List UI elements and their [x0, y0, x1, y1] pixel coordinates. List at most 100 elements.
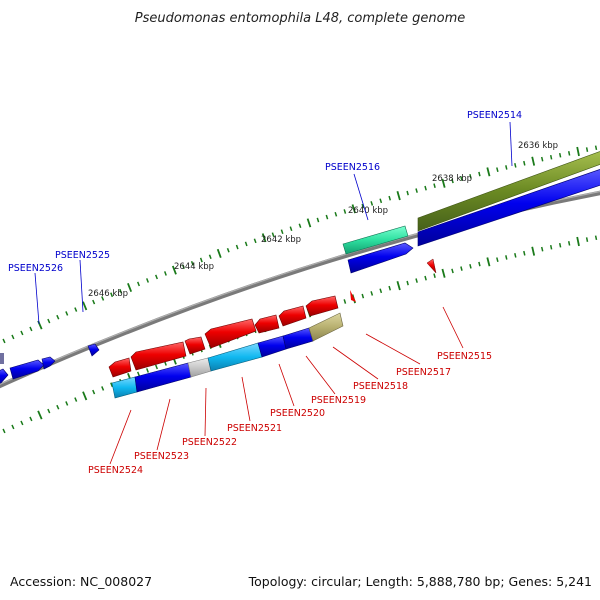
- lower-scale-tick: [20, 420, 24, 426]
- lower-scale-tick: [361, 293, 365, 299]
- upper-scale-tick: [486, 167, 491, 177]
- upper-scale-tick: [334, 211, 338, 217]
- upper-scale-tick: [110, 292, 114, 298]
- lower-scale-tick: [370, 291, 374, 296]
- lower-scale-tick: [110, 382, 114, 388]
- gene-small-arrow[interactable]: [87, 343, 100, 357]
- label-pseen2526[interactable]: PSEEN2526: [8, 263, 63, 274]
- gene-pseen2520-blue[interactable]: [257, 335, 287, 358]
- lower-scale-tick: [146, 368, 149, 373]
- upper-scale-tick: [576, 146, 580, 157]
- lower-scale-tick: [540, 246, 544, 252]
- lower-scale-tick: [433, 273, 436, 278]
- gene-pseen2526-arrow[interactable]: [9, 359, 45, 380]
- upper-scale-tick: [280, 229, 284, 235]
- lower-scale-tick: [92, 389, 96, 395]
- scale-label-2644: 2644 kbp: [174, 262, 214, 272]
- gene-pseen2514-arrow[interactable]: [417, 168, 600, 247]
- forward-strand-features: [0, 168, 600, 384]
- label-pseen2514[interactable]: PSEEN2514: [467, 110, 522, 121]
- lower-scale-tick: [486, 257, 491, 267]
- upper-scale-tick: [298, 223, 302, 229]
- lower-scale-tick: [101, 386, 105, 391]
- upper-scale-tick: [351, 204, 356, 214]
- upper-scale-tick: [531, 156, 536, 166]
- lower-scale-tick: [155, 364, 158, 370]
- gene-pseen2521-red[interactable]: [204, 318, 257, 349]
- gene-pseen2524-cyan[interactable]: [111, 376, 138, 399]
- lower-scale-tick: [451, 268, 454, 274]
- upper-scale-tick: [388, 195, 392, 201]
- gene-pseen2519-blue[interactable]: [282, 327, 314, 350]
- lower-scale-tick: [2, 428, 6, 434]
- gene-pseen2520-red[interactable]: [254, 314, 280, 334]
- gene-pseen2523-red[interactable]: [130, 341, 187, 371]
- gene-pseen2518-red[interactable]: [305, 295, 339, 317]
- label-pseen2522[interactable]: PSEEN2522: [182, 437, 237, 448]
- label-pseen2519[interactable]: PSEEN2519: [311, 395, 366, 406]
- upper-scale-tick: [271, 232, 275, 238]
- upper-scale-tick: [514, 163, 517, 168]
- upper-scale-tick: [2, 338, 6, 344]
- label-pseen2521[interactable]: PSEEN2521: [227, 423, 282, 434]
- gene-pseen2524-red[interactable]: [108, 357, 132, 378]
- upper-scale-tick: [181, 264, 185, 269]
- gene-pseen2519-red[interactable]: [278, 305, 307, 327]
- lower-scale-tick: [415, 278, 418, 283]
- label-pseen2525[interactable]: PSEEN2525: [55, 250, 110, 261]
- gene-pseen2517-marker[interactable]: [350, 290, 356, 302]
- lower-scale-tick: [585, 237, 589, 242]
- upper-scale-tick: [11, 334, 15, 340]
- lower-scale-tick: [567, 241, 571, 246]
- gene-pseen2525-arrow[interactable]: [41, 356, 56, 370]
- lower-scale-tick: [558, 242, 562, 248]
- upper-scale-tick: [20, 330, 24, 336]
- lower-scale-tick: [576, 236, 580, 247]
- label-pseen2523[interactable]: PSEEN2523: [134, 451, 189, 462]
- gene-pseen2516-teal[interactable]: [342, 225, 409, 255]
- gene-pseen2522-red[interactable]: [184, 336, 206, 355]
- reverse-strand-features: [108, 258, 437, 399]
- label-pseen2515[interactable]: PSEEN2515: [437, 351, 492, 362]
- upper-scale-tick: [594, 145, 598, 151]
- lower-scale-tick: [406, 280, 409, 286]
- upper-scale-tick: [137, 281, 140, 287]
- upper-scale-tick: [208, 254, 212, 260]
- gene-pseen2522-gray[interactable]: [187, 357, 212, 378]
- lower-scale-tick: [469, 264, 472, 269]
- upper-scale-tick: [65, 311, 69, 316]
- upper-scale-tick: [441, 178, 446, 188]
- upper-scale-tick: [424, 185, 427, 191]
- lower-scale-tick: [505, 255, 508, 260]
- gene-pseen2515-marker[interactable]: [426, 258, 437, 274]
- gene-edge-arrow[interactable]: [0, 368, 9, 384]
- lower-scale-tick: [594, 235, 598, 241]
- upper-scale-tick: [523, 160, 526, 166]
- lower-scale-tick: [514, 253, 517, 258]
- upper-scale-tick: [415, 188, 418, 193]
- gene-pseen2521-cyan[interactable]: [207, 342, 263, 372]
- label-pseen2520[interactable]: PSEEN2520: [270, 408, 325, 419]
- gene-pseen2518-khaki[interactable]: [308, 312, 344, 342]
- upper-scale-tick: [253, 238, 257, 244]
- upper-scale-tick: [496, 167, 499, 172]
- label-pseen2518[interactable]: PSEEN2518: [353, 381, 408, 392]
- upper-scale-tick: [567, 151, 571, 156]
- upper-scale-tick: [343, 209, 347, 214]
- gene-pseen2516-arrow[interactable]: [347, 242, 414, 274]
- upper-scale-tick: [146, 278, 149, 283]
- map-title: Pseudomonas entomophila L48, complete ge…: [135, 11, 466, 26]
- lower-scale-tick: [56, 404, 60, 410]
- label-pseen2517[interactable]: PSEEN2517: [396, 367, 451, 378]
- label-pseen2516[interactable]: PSEEN2516: [325, 162, 380, 173]
- scale-label-2646: 2646 kbp: [88, 289, 128, 299]
- label-pseen2524[interactable]: PSEEN2524: [88, 465, 143, 476]
- forward-gene-labels: PSEEN2514 PSEEN2516 PSEEN2525 PSEEN2526: [8, 110, 522, 325]
- scale-label-2638: 2638 kbp: [432, 174, 472, 184]
- upper-scale-tick: [127, 282, 133, 293]
- upper-scale-tick: [316, 217, 320, 223]
- upper-scale-tick: [155, 274, 158, 280]
- upper-scale-tick: [74, 307, 78, 312]
- upper-scale-tick: [289, 226, 293, 232]
